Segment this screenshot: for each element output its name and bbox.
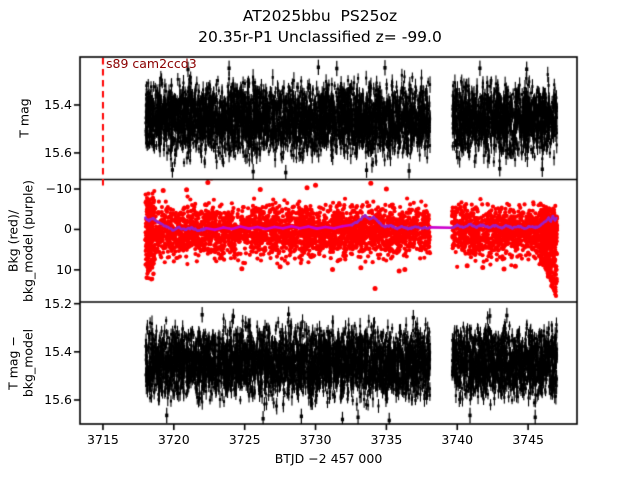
x-tick-label: 3745 (512, 432, 544, 447)
x-tick-label: 3725 (228, 432, 261, 447)
x-tick-label: 3720 (157, 432, 190, 447)
x-axis-label: BTJD −2 457 000 (274, 451, 383, 466)
x-tick-label: 3730 (299, 432, 332, 447)
y-tick-label: −10 (45, 181, 72, 196)
y-tick-label: 15.6 (44, 391, 72, 407)
x-tick-label: 3715 (87, 432, 119, 447)
x-tick-label: 3740 (441, 432, 474, 447)
y-axis-label-bottom-panel-line2: bkg_model (20, 328, 36, 398)
y-tick-label: 15.4 (44, 96, 72, 112)
y-axis-label-middle-panel-line2: bkg_model (purple) (20, 179, 36, 303)
y-tick-label: 15.6 (44, 144, 72, 160)
y-tick-label: 10 (56, 261, 72, 277)
y-tick-label: 15.4 (44, 343, 72, 359)
plot-title-line2: 20.35r-P1 Unclassified z= -99.0 (198, 28, 442, 46)
y-tick-label: 15.2 (44, 295, 72, 311)
sector-camera-annotation: s89 cam2ccd3 (106, 56, 197, 71)
plot-title-line1: AT2025bbu PS25oz (242, 7, 398, 25)
x-tick-label: 3735 (370, 432, 403, 447)
y-tick-label: 0 (64, 221, 72, 237)
